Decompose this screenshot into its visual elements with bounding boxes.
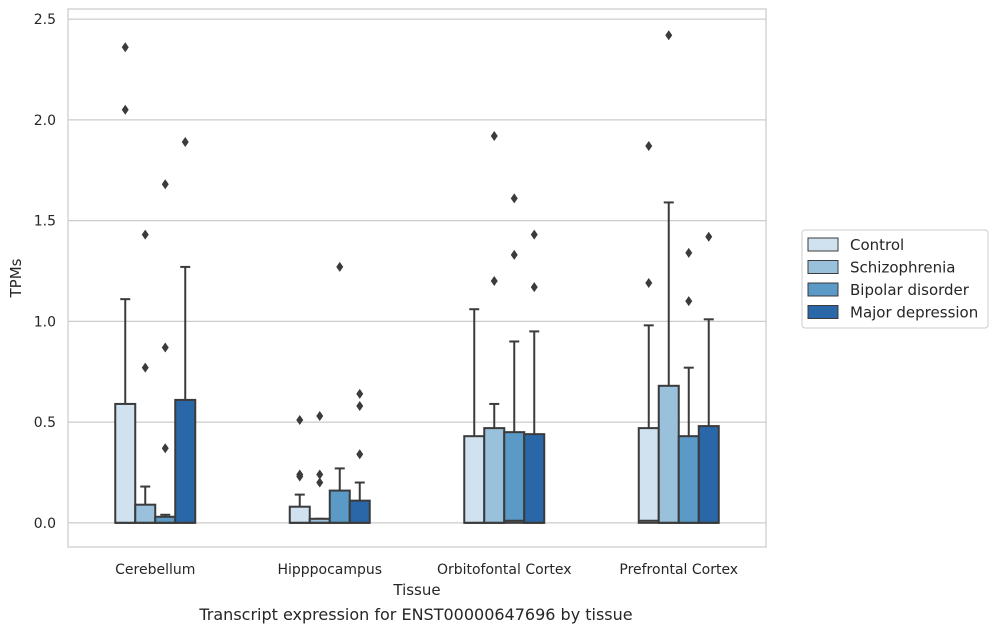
box-major-depression: [174, 136, 197, 524]
legend-item: Control: [807, 236, 904, 254]
outlier-point: [685, 247, 693, 258]
outlier-point: [181, 136, 189, 147]
outlier-point: [161, 342, 169, 353]
box-bipolar-disorder: [328, 261, 351, 524]
box-schizophrenia: [483, 130, 506, 524]
x-tick-label: Prefrontal Cortex: [619, 562, 738, 578]
box-bipolar-disorder: [154, 179, 177, 524]
plot-frame: [67, 8, 767, 548]
outlier-point: [490, 276, 498, 287]
legend-swatch: [807, 282, 839, 297]
box-bipolar-disorder: [677, 247, 700, 524]
outlier-point: [645, 278, 653, 289]
legend-label: Control: [850, 236, 904, 254]
outlier-point: [665, 30, 673, 41]
outlier-point: [161, 443, 169, 454]
box-rect: [463, 435, 486, 524]
box-rect: [697, 425, 720, 524]
box-bipolar-disorder: [503, 193, 526, 524]
legend-label: Bipolar disorder: [850, 281, 970, 299]
outlier-point: [510, 249, 518, 260]
legend-swatch: [807, 305, 839, 319]
outlier-point: [530, 282, 538, 293]
outlier-point: [141, 229, 149, 240]
outlier-point: [121, 42, 129, 53]
outlier-point: [316, 477, 324, 488]
y-tick-labels: 0.0 0.5 1.0 1.5 2.0 2.5: [34, 12, 56, 532]
box-rect: [328, 489, 351, 524]
box-control: [463, 308, 486, 524]
outlier-point: [161, 179, 169, 190]
outlier-point: [141, 362, 149, 373]
box-rect: [677, 435, 700, 524]
box-major-depression: [523, 229, 546, 524]
outlier-point: [685, 296, 693, 307]
box-schizophrenia: [134, 229, 157, 524]
legend-frame: [801, 229, 989, 329]
box-control: [637, 141, 660, 524]
legend-label: Schizophrenia: [850, 259, 955, 277]
box-rect: [657, 384, 680, 524]
x-tick-labels: Cerebellum Hipppocampus Orbitofontal Corte…: [115, 562, 738, 578]
outlier-point: [296, 469, 304, 480]
outlier-point: [490, 130, 498, 141]
x-tick-label: Orbitofontal Cortex: [437, 562, 572, 578]
legend-swatch: [807, 237, 839, 252]
y-tick-label: 2.5: [34, 12, 56, 28]
outlier-point: [121, 104, 129, 115]
box-control: [114, 42, 137, 524]
legend-item: Schizophrenia: [807, 259, 955, 277]
outlier-point: [530, 229, 538, 240]
x-tick-label: Hipppocampus: [277, 562, 382, 578]
box-rect: [637, 427, 660, 524]
y-tick-label: 2.0: [34, 113, 56, 129]
outlier-point: [356, 388, 364, 399]
box-rect: [134, 503, 157, 524]
legend-swatch: [807, 260, 839, 274]
box-major-depression: [697, 231, 720, 524]
legend-item: Bipolar disorder: [807, 281, 970, 299]
y-tick-label: 1.0: [34, 314, 56, 330]
box-control: [288, 415, 311, 524]
y-tick-label: 0.5: [34, 415, 56, 431]
boxes: [114, 30, 720, 524]
y-tick-label: 1.5: [34, 214, 56, 230]
outlier-point: [316, 469, 324, 480]
chart-caption: Transcript expression for ENST0000064769…: [199, 605, 633, 624]
box-schizophrenia: [308, 411, 331, 524]
legend: Control Schizophrenia Bipolar disorder Majo…: [801, 229, 989, 329]
box-rect: [483, 427, 506, 524]
box-rect: [114, 402, 137, 524]
y-axis-title: TPMs: [7, 258, 25, 298]
outlier-point: [356, 400, 364, 411]
legend-items: Control Schizophrenia Bipolar disorder Majo…: [807, 236, 978, 322]
box-rect: [503, 431, 526, 524]
box-rect: [348, 499, 371, 524]
outlier-point: [316, 411, 324, 422]
outlier-point: [645, 141, 653, 152]
outlier-point: [705, 231, 713, 242]
outlier-point: [296, 415, 304, 426]
box-rect: [174, 398, 197, 524]
box-rect: [288, 505, 311, 524]
box-schizophrenia: [657, 30, 680, 524]
outlier-point: [336, 261, 344, 272]
box-rect: [523, 433, 546, 524]
legend-label: Major depression: [850, 304, 978, 322]
x-axis-title: Tissue: [392, 581, 440, 599]
y-tick-label: 0.0: [34, 516, 56, 532]
x-tick-label: Cerebellum: [115, 562, 195, 578]
legend-item: Major depression: [807, 304, 978, 322]
outlier-point: [510, 193, 518, 204]
outlier-point: [356, 449, 364, 460]
box-major-depression: [348, 388, 371, 524]
